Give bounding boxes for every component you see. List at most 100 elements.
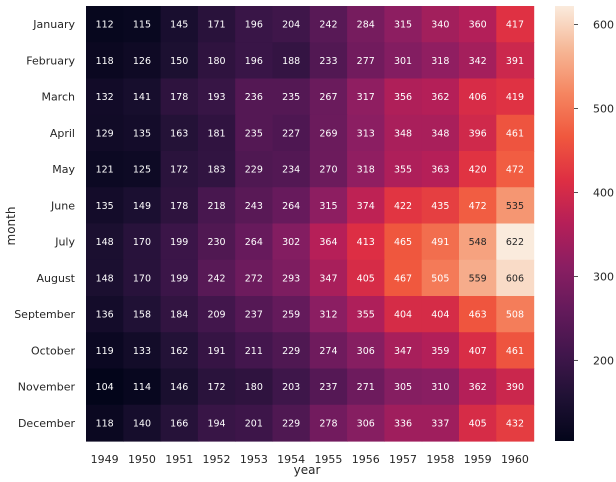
heatmap-cell-value: 347 <box>319 273 337 284</box>
y-tick-label: September <box>14 308 75 321</box>
x-axis-label: year <box>294 463 321 477</box>
heatmap-cell-value: 150 <box>170 56 188 67</box>
heatmap-cell <box>496 6 535 43</box>
x-tick-label: 1952 <box>203 453 231 466</box>
heatmap-cell-value: 112 <box>96 20 114 31</box>
heatmap-cell <box>272 332 311 370</box>
heatmap-cell-value: 227 <box>282 128 300 139</box>
heatmap-cell-value: 463 <box>469 310 487 321</box>
heatmap-cell-value: 396 <box>469 128 487 139</box>
heatmap-cell <box>160 259 199 297</box>
heatmap-cell-value: 243 <box>245 201 263 212</box>
heatmap-cell <box>86 368 124 406</box>
heatmap-cell-value: 406 <box>469 92 487 103</box>
heatmap-cell <box>272 223 311 261</box>
heatmap-cell-value: 278 <box>319 418 337 429</box>
heatmap-cell-value: 432 <box>506 418 524 429</box>
heatmap-cell <box>384 6 423 43</box>
heatmap-cell <box>421 368 460 406</box>
heatmap-cell <box>309 151 348 188</box>
heatmap-cell <box>309 42 348 80</box>
heatmap-cell-value: 145 <box>170 20 188 31</box>
heatmap-cell-value: 293 <box>282 273 300 284</box>
heatmap-cell-value: 407 <box>469 346 487 357</box>
heatmap-cell-value: 235 <box>282 92 300 103</box>
heatmap-cell-value: 234 <box>282 165 300 176</box>
y-tick-label: June <box>50 199 75 212</box>
colorbar: 200 300 400 500 600 <box>555 6 614 441</box>
heatmap-cell-labels: 112 115 145 171 196 204 242 284 315 340 360 417 118 1… <box>96 20 524 430</box>
heatmap-cell-value: 315 <box>394 20 412 31</box>
heatmap-cell <box>235 114 274 152</box>
heatmap-cell-value: 310 <box>431 382 449 393</box>
heatmap-cell <box>123 78 162 116</box>
x-tick-label: 1958 <box>426 453 454 466</box>
heatmap-cell-value: 118 <box>96 56 114 67</box>
heatmap-cell-value: 259 <box>282 310 300 321</box>
x-tick-label: 1949 <box>91 453 119 466</box>
heatmap-cell-value: 191 <box>207 346 225 357</box>
heatmap-cell-value: 211 <box>245 346 263 357</box>
heatmap-cell <box>272 151 311 188</box>
heatmap-cell <box>272 78 311 116</box>
heatmap-cell-value: 364 <box>319 237 337 248</box>
heatmap-cell-value: 419 <box>506 92 524 103</box>
heatmap-cell <box>421 114 460 152</box>
heatmap-cell-value: 172 <box>170 165 188 176</box>
heatmap-cell <box>496 223 535 261</box>
heatmap-cell <box>496 187 535 225</box>
heatmap-cell <box>235 368 274 406</box>
heatmap-cell-value: 242 <box>319 20 337 31</box>
heatmap-cell <box>421 78 460 116</box>
heatmap-cell-value: 135 <box>133 128 151 139</box>
heatmap-cell-value: 472 <box>469 201 487 212</box>
y-tick-label: August <box>37 272 76 285</box>
heatmap-cell <box>384 404 423 442</box>
heatmap-cell-value: 606 <box>506 273 524 284</box>
heatmap-cell-value: 302 <box>282 237 300 248</box>
heatmap-cell <box>459 332 497 370</box>
heatmap-cell-value: 204 <box>282 20 300 31</box>
heatmap-cell <box>384 223 423 261</box>
heatmap-cell-value: 435 <box>431 201 449 212</box>
heatmap-cell <box>421 259 460 297</box>
heatmap-cell <box>384 332 423 370</box>
heatmap-cell <box>309 259 348 297</box>
heatmap-cell-value: 237 <box>245 310 263 321</box>
heatmap-cell-value: 267 <box>319 92 337 103</box>
y-tick-label: February <box>26 54 75 67</box>
heatmap-cell <box>197 151 236 188</box>
heatmap-cell-value: 119 <box>96 346 114 357</box>
heatmap-cell <box>235 223 274 261</box>
heatmap-cell <box>160 187 199 225</box>
heatmap-cell-value: 559 <box>469 273 487 284</box>
heatmap-cell-value: 199 <box>170 237 188 248</box>
heatmap-cell <box>235 151 274 188</box>
y-axis-label: month <box>4 207 18 246</box>
heatmap-cell <box>496 78 535 116</box>
heatmap-cell-value: 171 <box>207 20 225 31</box>
heatmap-cell-value: 196 <box>245 20 263 31</box>
heatmap-cell <box>86 42 124 80</box>
heatmap-cell-value: 348 <box>394 128 412 139</box>
heatmap-cell-value: 318 <box>357 165 375 176</box>
heatmap-cell <box>160 6 199 43</box>
colorbar-tick-label: 400 <box>593 186 614 199</box>
y-tick-label: November <box>18 381 76 394</box>
colorbar-tick-label: 600 <box>593 18 614 31</box>
heatmap-cell-value: 362 <box>469 382 487 393</box>
heatmap-cell <box>235 404 274 442</box>
heatmap-cell-value: 229 <box>245 165 263 176</box>
colorbar-gradient <box>555 6 574 441</box>
heatmap-cell <box>123 404 162 442</box>
heatmap-cell-value: 237 <box>319 382 337 393</box>
heatmap-cell-value: 236 <box>245 92 263 103</box>
heatmap-cell <box>123 368 162 406</box>
heatmap-cell <box>459 42 497 80</box>
heatmap-cell-value: 203 <box>282 382 300 393</box>
heatmap-cell-value: 420 <box>469 165 487 176</box>
heatmap-cell <box>347 332 385 370</box>
heatmap-cell <box>197 114 236 152</box>
heatmap-cell-value: 362 <box>431 92 449 103</box>
heatmap-cell <box>123 151 162 188</box>
